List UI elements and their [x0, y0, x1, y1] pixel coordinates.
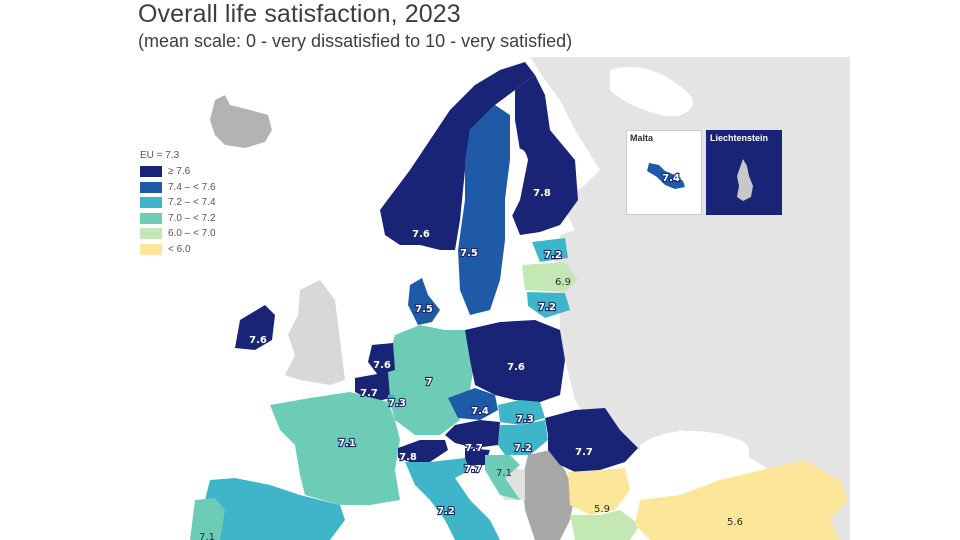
label-slovakia: 7.3: [516, 414, 534, 425]
legend-label: 7.0 – < 7.2: [168, 212, 216, 224]
poland: [465, 320, 565, 402]
spain: [205, 478, 345, 540]
czechia: [448, 388, 498, 420]
denmark: [408, 278, 440, 325]
label-austria: 7.7: [465, 443, 483, 454]
germany: [385, 325, 475, 435]
legend-item: 6.0 – < 7.0: [140, 226, 216, 242]
legend: EU = 7.3 ≥ 7.6 7.4 – < 7.6 7.2 – < 7.4 7…: [140, 150, 216, 257]
legend-label: ≥ 7.6: [168, 166, 191, 178]
label-latvia: 6.9: [555, 277, 571, 288]
legend-item: < 6.0: [140, 242, 216, 258]
label-netherlands: 7.6: [373, 360, 391, 371]
label-romania: 7.7: [575, 447, 593, 458]
label-norway: 7.6: [412, 229, 430, 240]
belgium: [355, 372, 390, 402]
label-finland: 7.8: [533, 188, 551, 199]
legend-label: 7.4 – < 7.6: [168, 181, 216, 193]
latvia: [522, 262, 578, 292]
estonia: [532, 238, 568, 262]
white-sea: [610, 66, 693, 117]
romania: [545, 408, 638, 472]
legend-swatch: [140, 228, 162, 240]
uk: [285, 280, 345, 385]
slovakia: [498, 400, 545, 425]
legend-label: 6.0 – < 7.0: [168, 228, 216, 240]
legend-heading: EU = 7.3: [140, 150, 180, 161]
legend-swatch: [140, 212, 162, 224]
iceland: [210, 95, 272, 148]
label-estonia: 7.2: [544, 250, 562, 261]
netherlands: [368, 343, 395, 375]
label-poland: 7.6: [507, 362, 525, 373]
legend-swatch: [140, 243, 162, 255]
bulgaria: [568, 468, 630, 515]
inset-malta-name: Malta: [630, 133, 654, 143]
label-ireland: 7.6: [249, 335, 267, 346]
label-germany: 7: [426, 377, 433, 388]
black-sea: [640, 430, 750, 480]
legend-swatch: [140, 166, 162, 178]
label-hungary: 7.2: [514, 443, 532, 454]
label-denmark: 7.5: [415, 304, 433, 315]
legend-swatch: [140, 197, 162, 209]
switzerland: [398, 440, 448, 462]
slovenia: [465, 448, 490, 466]
legend-swatch: [140, 181, 162, 193]
label-malta: 7.4: [662, 173, 680, 184]
croatia: [485, 455, 520, 500]
legend-item: ≥ 7.6: [140, 164, 216, 180]
inset-liechtenstein-name: Liechtenstein: [710, 133, 769, 143]
balkans-gray: [522, 450, 575, 540]
label-belgium: 7.7: [360, 388, 378, 399]
greece: [570, 510, 640, 540]
inset-malta: Malta 7.4: [626, 130, 702, 215]
page-subtitle: (mean scale: 0 - very dissatisfied to 10…: [138, 31, 573, 51]
legend-label: 7.2 – < 7.4: [168, 197, 216, 209]
bothnia: [505, 148, 528, 220]
label-italy: 7.2: [437, 506, 455, 517]
turkey: [635, 460, 848, 540]
inset-liechtenstein: Liechtenstein: [706, 130, 782, 215]
legend-item: 7.0 – < 7.2: [140, 211, 216, 227]
norway: [380, 62, 535, 250]
label-slovenia: 7.7: [464, 464, 482, 475]
legend-item: 7.2 – < 7.4: [140, 195, 216, 211]
luxembourg: [387, 395, 395, 405]
hungary: [498, 420, 548, 455]
malta-shape: 7.4: [647, 163, 685, 189]
sweden: [458, 105, 510, 315]
finland: [510, 75, 578, 235]
label-bulgaria: 5.9: [594, 504, 610, 515]
ireland: [235, 305, 275, 350]
portugal: [190, 498, 225, 540]
legend-label: < 6.0: [168, 243, 191, 255]
label-luxembourg: 7.3: [388, 398, 406, 409]
label-switzerland: 7.8: [399, 452, 417, 463]
label-sweden: 7.5: [460, 248, 478, 259]
liechtenstein-shape: [737, 159, 753, 201]
lithuania: [527, 292, 570, 318]
page-title: Overall life satisfaction, 2023: [138, 0, 461, 28]
label-lithuania: 7.2: [538, 302, 556, 313]
legend-item: 7.4 – < 7.6: [140, 180, 216, 196]
france: [270, 392, 400, 505]
label-croatia: 7.1: [496, 468, 512, 479]
label-czechia: 7.4: [471, 406, 489, 417]
label-turkey: 5.6: [727, 517, 743, 528]
label-france: 7.1: [338, 438, 356, 449]
italy: [405, 458, 500, 540]
austria: [445, 420, 500, 448]
label-portugal: 7.1: [199, 532, 215, 540]
